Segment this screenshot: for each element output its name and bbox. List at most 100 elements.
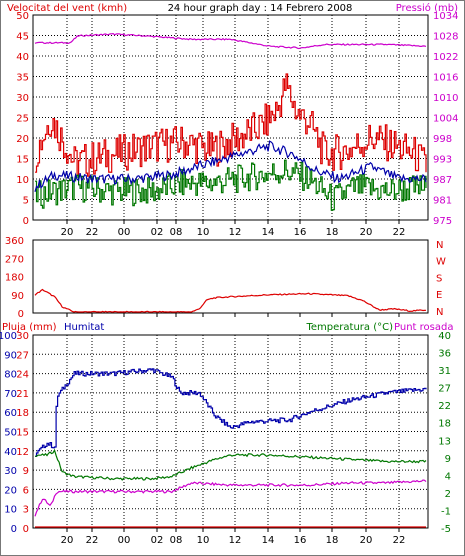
- humidity-axis-tick-label: 60: [4, 408, 17, 419]
- compass-letter: W: [436, 257, 446, 268]
- temperature-label: Temperatura (°C): [305, 322, 393, 333]
- dew-point-line: [34, 479, 427, 517]
- rain-axis-tick-label: 6: [23, 485, 29, 496]
- x-tick-label: 08: [170, 227, 183, 238]
- direction-panel: [32, 239, 429, 314]
- pressure-line: [34, 32, 427, 50]
- pressure-axis-tick-label: 987: [433, 175, 452, 186]
- x-tick-label: 12: [229, 227, 242, 238]
- x-tick-label: 22: [86, 535, 99, 546]
- direction-axis-tick-label: 360: [5, 236, 24, 247]
- temperature-axis-tick-label: -5: [441, 524, 451, 535]
- wind-axis-tick-label: 50: [16, 11, 29, 22]
- x-tick-label: 18: [326, 227, 339, 238]
- compass-letter: E: [436, 290, 442, 301]
- x-tick-label: 08: [170, 535, 183, 546]
- wind-axis-tick-label: 35: [16, 73, 29, 84]
- wind-axis-tick-label: 15: [16, 155, 29, 166]
- wind-axis-tick-label: 40: [16, 52, 29, 63]
- x-tick-label: 20: [61, 535, 74, 546]
- direction-axis-tick-label: 180: [5, 273, 24, 284]
- x-tick-label: 20: [360, 535, 373, 546]
- humidity-line: [35, 368, 427, 457]
- humidity-label: Humitat: [64, 322, 104, 333]
- x-tick-label: 14: [262, 227, 275, 238]
- humidity-axis-tick-label: 40: [4, 447, 17, 458]
- temperature-axis-tick-label: 22: [438, 401, 451, 412]
- x-tick-label: 18: [326, 535, 339, 546]
- pressure-axis-tick-label: 993: [433, 155, 452, 166]
- pressure-label: Pressió (mb): [396, 2, 458, 14]
- humidity-axis-tick-label: 0: [11, 524, 17, 535]
- pressure-axis-tick-label: 1022: [433, 52, 458, 63]
- x-tick-label: 00: [118, 227, 131, 238]
- temperature-axis-tick-label: 9: [445, 454, 451, 465]
- pressure-axis-tick-label: 975: [433, 216, 452, 227]
- pressure-axis-tick-label: 1016: [433, 73, 458, 84]
- rain-axis-tick-label: 3: [23, 505, 29, 516]
- temperature-axis-tick-label: 40: [438, 331, 451, 342]
- wind-speed-label: Velocitat del vent (kmh): [7, 3, 127, 14]
- x-tick-label: 10: [197, 227, 210, 238]
- rain-axis-tick-label: 27: [16, 350, 29, 361]
- x-tick-label: 20: [360, 227, 373, 238]
- temperature-axis-tick-label: 18: [438, 419, 451, 430]
- temperature-axis-tick-label: 13: [438, 436, 451, 447]
- pressure-axis-tick-label: 998: [433, 134, 452, 145]
- rain-axis-tick-label: 9: [23, 466, 29, 477]
- wind-direction-line: [34, 288, 427, 313]
- temperature-axis-tick-label: 27: [438, 384, 451, 395]
- rain-axis-tick-label: 15: [16, 428, 29, 439]
- temperature-axis-tick-label: 36: [438, 349, 451, 360]
- wind-axis-tick-label: 45: [16, 32, 29, 43]
- x-tick-label: 20: [61, 227, 74, 238]
- direction-axis-tick-label: 270: [5, 254, 24, 265]
- wind-axis-tick-label: 25: [16, 114, 29, 125]
- pressure-axis-tick-label: 1034: [433, 11, 458, 22]
- dew-point-label: Punt rosada: [394, 322, 453, 333]
- wind-axis-tick-label: 20: [16, 134, 29, 145]
- wind-axis-tick-label: 30: [16, 93, 29, 104]
- rain-axis-tick-label: 21: [16, 389, 29, 400]
- x-tick-label: 12: [229, 535, 242, 546]
- pressure-axis-tick-label: 981: [433, 196, 452, 207]
- temperature-axis-tick-label: 4: [445, 471, 451, 482]
- humidity-axis-tick-label: 50: [4, 428, 17, 439]
- wind-axis-tick-label: 10: [16, 175, 29, 186]
- temperature-line: [35, 448, 427, 481]
- compass-letter: N: [436, 307, 443, 318]
- x-tick-label: 16: [294, 535, 307, 546]
- direction-axis-tick-label: 0: [18, 309, 24, 320]
- humidity-axis-tick-label: 30: [4, 466, 17, 477]
- humidity-axis-tick-label: 80: [4, 370, 17, 381]
- x-tick-label: 22: [393, 227, 406, 238]
- humidity-axis-tick-label: 10: [4, 505, 17, 516]
- temperature-axis-tick-label: 31: [438, 366, 451, 377]
- wind-axis-tick-label: 0: [23, 216, 29, 227]
- wind-axis-tick-label: 5: [23, 196, 29, 207]
- x-tick-label: 22: [393, 535, 406, 546]
- gust-line: [35, 73, 427, 177]
- chart-title: 24 hour graph day : 14 Febrero 2008: [168, 3, 353, 14]
- direction-axis-tick-label: 90: [11, 291, 24, 302]
- rain-axis-tick-label: 18: [16, 408, 29, 419]
- x-tick-label: 10: [197, 535, 210, 546]
- x-tick-label: 16: [294, 227, 307, 238]
- compass-letter: N: [436, 240, 443, 251]
- rain-label: Pluja (mm): [2, 322, 57, 333]
- x-tick-label: 02: [151, 535, 164, 546]
- rain-axis-tick-label: 12: [16, 447, 29, 458]
- x-tick-label: 02: [151, 227, 164, 238]
- pressure-axis-tick-label: 1028: [433, 32, 458, 43]
- rain-axis-tick-label: 30: [16, 331, 29, 342]
- humidity-axis-tick-label: 100: [0, 331, 17, 342]
- humidity-axis-tick-label: 90: [4, 350, 17, 361]
- average-wind-line: [35, 159, 427, 211]
- humidity-axis-tick-label: 20: [4, 485, 17, 496]
- compass-letter: S: [436, 273, 442, 284]
- rain-axis-tick-label: 0: [23, 524, 29, 535]
- x-tick-label: 00: [118, 535, 131, 546]
- mean-wind-line: [34, 140, 427, 192]
